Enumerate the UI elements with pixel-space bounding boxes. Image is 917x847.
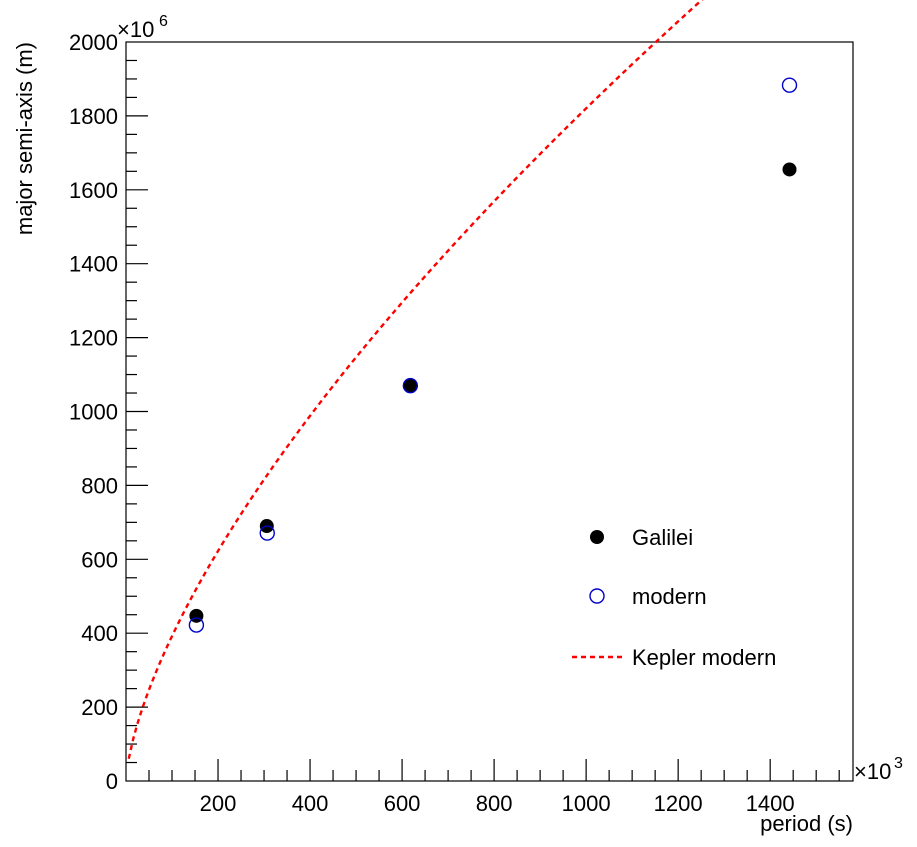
plot-frame — [125, 41, 854, 782]
x-axis-tick-labels: 200 400 600 800 1000 1200 1400 — [200, 791, 795, 816]
modern-point — [402, 377, 419, 394]
galilei-point — [782, 162, 797, 177]
legend-label-modern: modern — [632, 584, 707, 609]
legend-label-galilei: Galilei — [632, 525, 693, 550]
y-tick-label: 400 — [81, 621, 118, 646]
x-axis-multiplier: ×10 3 — [854, 755, 903, 784]
y-tick-label: 1000 — [69, 400, 118, 425]
y-axis-multiplier: ×10 6 — [117, 13, 168, 42]
x-tick-label: 600 — [384, 791, 421, 816]
y-tick-label: 200 — [81, 695, 118, 720]
svg-text:×10: ×10 — [854, 759, 891, 784]
y-tick-label: 2000 — [69, 30, 118, 55]
x-tick-label: 800 — [476, 791, 513, 816]
galilei-point — [403, 378, 418, 393]
modern-point — [259, 525, 275, 541]
y-axis-title: major semi-axis (m) — [12, 42, 37, 235]
y-tick-label: 800 — [81, 473, 118, 498]
y-tick-label: 1600 — [69, 178, 118, 203]
y-axis-tick-labels: 0 200 400 600 800 1000 1200 1400 1600 1800 2000 — [69, 30, 118, 794]
x-tick-label: 400 — [292, 791, 329, 816]
y-axis-ticks — [126, 59, 148, 764]
svg-text:6: 6 — [159, 13, 168, 30]
y-tick-label: 1200 — [69, 326, 118, 351]
x-axis-ticks — [148, 759, 840, 781]
x-tick-label: 1200 — [654, 791, 703, 816]
y-tick-label: 600 — [81, 547, 118, 572]
points-layer — [188, 77, 798, 633]
legend-marker-galilei — [590, 530, 604, 544]
x-axis-title: period (s) — [760, 811, 853, 836]
svg-text:×10: ×10 — [117, 17, 154, 42]
x-tick-label: 200 — [200, 791, 237, 816]
x-tick-label: 1000 — [562, 791, 611, 816]
modern-point — [188, 617, 205, 633]
legend-label-kepler: Kepler modern — [632, 645, 776, 670]
legend: Galilei modern Kepler modern — [572, 525, 776, 670]
modern-point — [781, 77, 798, 93]
y-tick-label: 1800 — [69, 104, 118, 129]
y-tick-label: 0 — [106, 769, 118, 794]
x-tick-label: 1400 — [746, 791, 795, 816]
y-tick-label: 1400 — [69, 252, 118, 277]
svg-text:3: 3 — [894, 755, 903, 772]
legend-marker-modern — [589, 588, 605, 604]
